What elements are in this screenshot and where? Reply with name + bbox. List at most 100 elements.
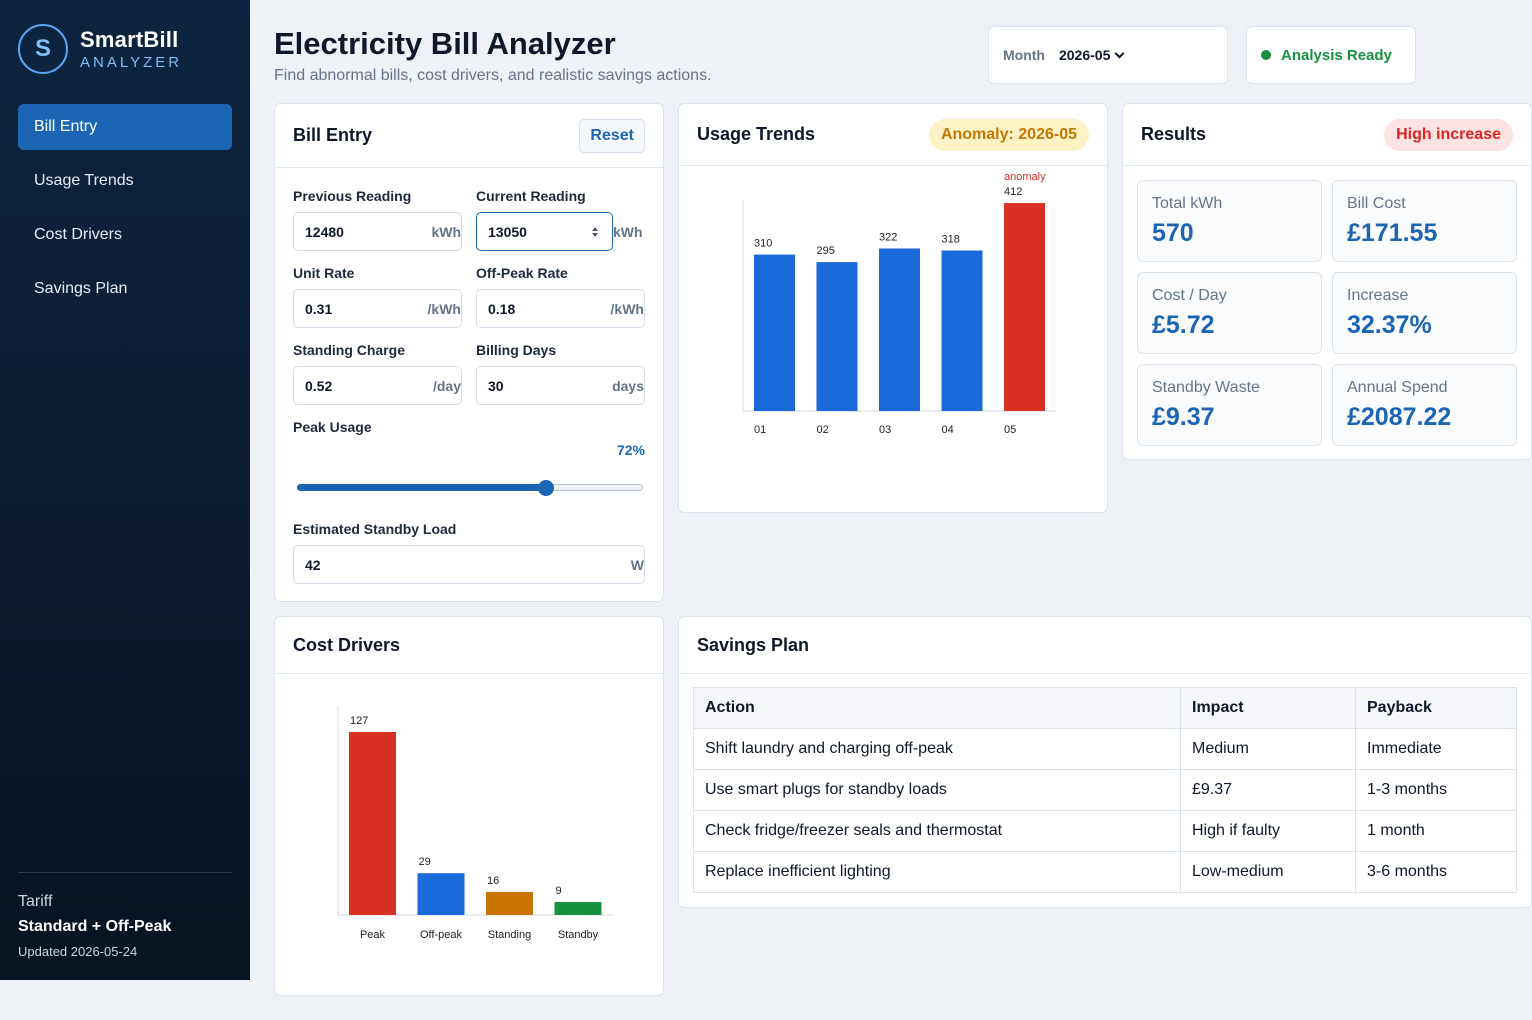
month-select[interactable]: 2026-05 bbox=[1059, 47, 1125, 63]
x-tick-label: 02 bbox=[817, 424, 829, 436]
bill-entry-card: Bill Entry Reset Previous Reading 12480 … bbox=[274, 103, 664, 602]
usage-trends-chart: 310 01 295 02 322 03 318 04 412 05 anomaly bbox=[742, 171, 1056, 436]
table-row: Shift laundry and charging off-peak Medi… bbox=[693, 728, 1517, 770]
off-peak-rate-field: Off-Peak Rate 0.18 /kWh bbox=[476, 265, 645, 328]
standby-waste-tile: Standby Waste £9.37 bbox=[1137, 364, 1322, 446]
cell-action: Use smart plugs for standby loads bbox=[693, 769, 1181, 811]
usage-trends-card: Usage Trends Anomaly: 2026-05 310 01 295 02… bbox=[678, 103, 1108, 513]
standing-charge-input[interactable]: 0.52 /day bbox=[293, 366, 462, 405]
x-tick-label: 04 bbox=[942, 424, 954, 436]
tile-label: Cost / Day bbox=[1152, 287, 1227, 304]
stepper-icon[interactable] bbox=[590, 226, 600, 238]
previous-reading-input[interactable]: 12480 kWh bbox=[293, 212, 462, 251]
sidebar: S SmartBill ANALYZER Bill Entry Usage Tr… bbox=[0, 0, 250, 980]
page-title: Electricity Bill Analyzer bbox=[274, 26, 616, 61]
results-card: Results High increase Total kWh 570 Bill… bbox=[1122, 103, 1532, 460]
anomaly-annotation: anomaly bbox=[1004, 171, 1046, 183]
sidebar-item-savings-plan[interactable]: Savings Plan bbox=[34, 280, 128, 297]
slider-fill bbox=[297, 484, 547, 491]
savings-plan-title: Savings Plan bbox=[697, 634, 810, 655]
column-header-payback: Payback bbox=[1355, 687, 1517, 729]
unit-rate-field: Unit Rate 0.31 /kWh bbox=[293, 265, 462, 328]
previous-reading-value: 12480 bbox=[305, 223, 344, 240]
table-row: Use smart plugs for standby loads £9.37 … bbox=[693, 769, 1517, 811]
standby-load-label: Estimated Standby Load bbox=[293, 521, 457, 537]
billing-days-input[interactable]: 30 days bbox=[476, 366, 645, 405]
standby-load-input[interactable]: 42 W bbox=[293, 545, 645, 584]
tariff-value: Standard + Off-Peak bbox=[18, 918, 172, 935]
tile-label: Bill Cost bbox=[1347, 195, 1406, 212]
current-reading-value: 13050 bbox=[488, 223, 527, 240]
annual-spend-tile: Annual Spend £2087.22 bbox=[1332, 364, 1517, 446]
tile-value: 32.37% bbox=[1347, 311, 1432, 339]
anomaly-badge: Anomaly: 2026-05 bbox=[928, 118, 1089, 151]
status-dot-icon bbox=[1261, 50, 1271, 60]
unit-rate-label: Unit Rate bbox=[293, 265, 355, 281]
bar-03 bbox=[879, 248, 920, 411]
x-tick-label: 05 bbox=[1004, 424, 1016, 436]
peak-usage-slider[interactable] bbox=[297, 480, 643, 496]
column-header-action: Action bbox=[693, 687, 1181, 729]
tile-value: £171.55 bbox=[1347, 219, 1438, 247]
x-tick-label: 01 bbox=[754, 424, 766, 436]
tariff-info: Tariff Standard + Off-Peak Updated 2026-… bbox=[18, 872, 232, 959]
billing-days-field: Billing Days 30 days bbox=[476, 342, 645, 405]
standing-charge-unit: /day bbox=[432, 377, 461, 394]
standing-charge-field: Standing Charge 0.52 /day bbox=[293, 342, 462, 405]
app-name: SmartBill bbox=[80, 26, 179, 52]
usage-trends-title: Usage Trends bbox=[697, 124, 816, 144]
tile-label: Increase bbox=[1347, 287, 1409, 304]
cell-impact: Medium bbox=[1180, 728, 1356, 770]
current-reading-input[interactable]: 13050 bbox=[476, 212, 613, 251]
x-tick-label: 03 bbox=[879, 424, 891, 436]
increase-tile: Increase 32.37% bbox=[1332, 272, 1517, 354]
off-peak-rate-input[interactable]: 0.18 /kWh bbox=[476, 289, 645, 328]
cell-action: Shift laundry and charging off-peak bbox=[693, 728, 1181, 770]
results-title: Results bbox=[1141, 124, 1207, 144]
billing-days-value: 30 bbox=[488, 377, 504, 394]
bar-value-label: 29 bbox=[419, 856, 431, 868]
sidebar-item-cost-drivers[interactable]: Cost Drivers bbox=[34, 226, 123, 243]
sidebar-item-bill-entry[interactable]: Bill Entry bbox=[18, 104, 232, 150]
bar-standby bbox=[554, 902, 602, 915]
bar-value-label: 295 bbox=[817, 245, 835, 257]
bill-cost-tile: Bill Cost £171.55 bbox=[1332, 180, 1517, 262]
standby-load-value: 42 bbox=[305, 556, 321, 573]
unit-rate-value: 0.31 bbox=[305, 300, 333, 317]
cell-impact: £9.37 bbox=[1180, 769, 1356, 811]
bar-off-peak bbox=[417, 873, 465, 915]
total-kwh-tile: Total kWh 570 bbox=[1137, 180, 1322, 262]
tariff-updated: Updated 2026-05-24 bbox=[18, 944, 138, 959]
cell-payback: 1 month bbox=[1355, 810, 1517, 852]
table-row: Check fridge/freezer seals and thermosta… bbox=[693, 810, 1517, 852]
slider-thumb[interactable] bbox=[538, 480, 555, 496]
x-tick-label: Peak bbox=[360, 929, 386, 941]
bar-value-label: 318 bbox=[942, 234, 960, 246]
x-tick-label: Off-peak bbox=[420, 929, 462, 941]
cell-action: Check fridge/freezer seals and thermosta… bbox=[693, 810, 1181, 852]
status-indicator: Analysis Ready bbox=[1246, 26, 1416, 84]
cost-per-day-tile: Cost / Day £5.72 bbox=[1137, 272, 1322, 354]
bar-value-label: 127 bbox=[350, 715, 368, 727]
logo: S SmartBill ANALYZER bbox=[18, 24, 182, 74]
x-tick-label: Standing bbox=[488, 929, 531, 941]
month-picker: Month 2026-05 bbox=[988, 26, 1228, 84]
off-peak-rate-unit: /kWh bbox=[610, 300, 644, 317]
tile-value: £2087.22 bbox=[1347, 403, 1452, 431]
standing-charge-value: 0.52 bbox=[305, 377, 333, 394]
bar-value-label: 412 bbox=[1004, 186, 1022, 198]
tile-label: Annual Spend bbox=[1347, 379, 1448, 396]
peak-usage-label: Peak Usage bbox=[293, 419, 372, 435]
bar-value-label: 322 bbox=[879, 232, 897, 244]
billing-days-unit: days bbox=[612, 377, 644, 394]
previous-reading-label: Previous Reading bbox=[293, 188, 412, 204]
unit-rate-input[interactable]: 0.31 /kWh bbox=[293, 289, 462, 328]
tariff-label: Tariff bbox=[18, 893, 53, 910]
previous-reading-field: Previous Reading 12480 kWh bbox=[293, 188, 462, 251]
sidebar-item-usage-trends[interactable]: Usage Trends bbox=[34, 172, 134, 189]
bill-entry-title: Bill Entry bbox=[293, 125, 373, 145]
reset-button[interactable]: Reset bbox=[579, 118, 645, 153]
x-tick-label: Standby bbox=[558, 929, 599, 941]
cell-impact: High if faulty bbox=[1180, 810, 1356, 852]
bar-05 bbox=[1004, 203, 1045, 411]
